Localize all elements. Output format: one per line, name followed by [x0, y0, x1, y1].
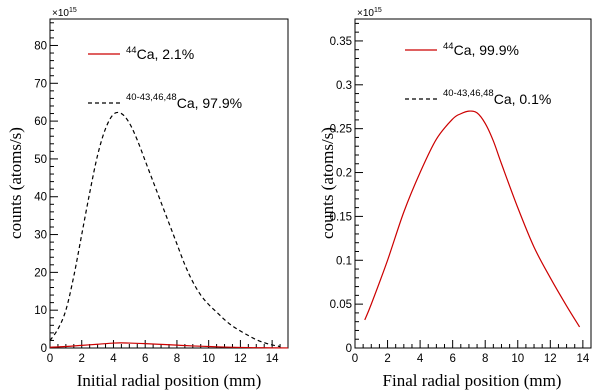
- x-tick-label: 8: [482, 353, 488, 365]
- y-tick-label: 20: [34, 267, 47, 279]
- x-tick-label: 4: [417, 353, 424, 365]
- y-tick-label: 0.05: [330, 299, 352, 311]
- x-tick-label: 0: [47, 353, 53, 365]
- plot-frame: [50, 19, 288, 348]
- legend: 44Ca, 99.9% 40-43,46,48Ca, 0.1%: [405, 41, 551, 107]
- legend-label: 44Ca, 2.1%: [126, 45, 194, 62]
- x-axis-title: Final radial position (mm): [383, 371, 562, 390]
- chart-panel-right: ×1015 counts (atoms/s) Final radial posi…: [318, 7, 591, 390]
- series-group: [365, 111, 580, 327]
- y-axis-title: counts (atoms/s): [6, 127, 25, 239]
- tick-group: 0 2 4 6 8 10 12 14 0 0.05 0.1 0.15 0.2 0.25 0.3 0.35: [330, 23, 591, 365]
- y-tick-label: 0: [346, 343, 352, 355]
- y-tick-label: 0: [41, 343, 47, 355]
- y-tick-label: 0.15: [330, 211, 352, 223]
- chart-panel-left: ×1015 counts (atoms/s) Initial radial po…: [6, 7, 288, 390]
- y-tick-label: 80: [34, 40, 47, 52]
- y-tick-label: 60: [34, 116, 47, 128]
- y-tick-label: 70: [34, 78, 47, 90]
- y-tick-label: 0.2: [336, 168, 352, 180]
- legend-entry: 44Ca, 99.9%: [405, 41, 519, 58]
- y-tick-label: 0.3: [336, 80, 352, 92]
- legend-entry: 40-43,46,48Ca, 97.9%: [88, 92, 242, 111]
- x-tick-label: 14: [576, 353, 589, 365]
- series-group: [50, 112, 288, 347]
- y-tick-label: 0.1: [336, 255, 352, 267]
- x-tick-label: 2: [79, 353, 85, 365]
- y-tick-label: 0.35: [330, 36, 352, 48]
- x-tick-label: 10: [511, 353, 524, 365]
- legend-entry: 44Ca, 2.1%: [88, 45, 194, 62]
- legend: 44Ca, 2.1% 40-43,46,48Ca, 97.9%: [88, 45, 242, 111]
- legend-entry: 40-43,46,48Ca, 0.1%: [405, 88, 551, 107]
- y-exponent-label: ×1015: [357, 7, 382, 19]
- y-tick-label: 50: [34, 154, 47, 166]
- legend-label: 40-43,46,48Ca, 0.1%: [443, 88, 551, 107]
- x-tick-label: 8: [174, 353, 180, 365]
- x-tick-label: 10: [202, 353, 215, 365]
- x-axis-title: Initial radial position (mm): [77, 371, 262, 390]
- y-tick-label: 30: [34, 230, 47, 242]
- series-line-1: [50, 112, 280, 346]
- y-tick-label: 0.25: [330, 124, 352, 136]
- tick-group: 0 2 4 6 8 10 12 14 0 10 20 30 40 50 60 70 80: [34, 23, 288, 365]
- plot-frame: [355, 19, 591, 348]
- y-tick-label: 10: [34, 305, 47, 317]
- x-tick-label: 2: [384, 353, 390, 365]
- legend-label: 40-43,46,48Ca, 97.9%: [126, 92, 242, 111]
- x-tick-label: 0: [352, 353, 358, 365]
- x-tick-label: 14: [266, 353, 279, 365]
- y-tick-label: 40: [34, 192, 47, 204]
- y-exponent-label: ×1015: [52, 7, 77, 19]
- series-line-0: [365, 111, 580, 327]
- x-tick-label: 4: [110, 353, 117, 365]
- x-tick-label: 6: [449, 353, 455, 365]
- x-tick-label: 12: [234, 353, 247, 365]
- x-tick-label: 6: [142, 353, 148, 365]
- legend-label: 44Ca, 99.9%: [443, 41, 519, 58]
- x-tick-label: 12: [544, 353, 557, 365]
